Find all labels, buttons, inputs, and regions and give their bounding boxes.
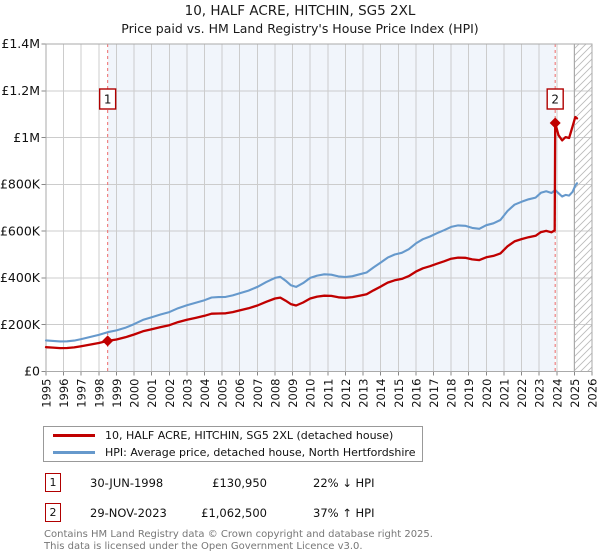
x-axis-year-label: 1995 — [40, 379, 54, 408]
hpi-line-swatch — [53, 451, 95, 454]
future-hatch-region — [574, 44, 592, 372]
x-axis-year-label: 2003 — [180, 379, 194, 408]
y-axis-label: £200K — [0, 317, 41, 332]
x-axis-year-label: 2002 — [163, 379, 177, 408]
sale-number-flag — [98, 88, 117, 110]
x-axis-year-label: 2007 — [251, 379, 265, 408]
x-axis-year-label: 2012 — [339, 379, 353, 408]
x-axis-year-label: 2005 — [216, 379, 230, 408]
page-title: 10, HALF ACRE, HITCHIN, SG5 2XL — [184, 3, 416, 19]
sale-2-date: 29-NOV-2023 — [90, 506, 167, 520]
x-axis-year-label: 2023 — [533, 379, 547, 408]
x-axis-year-label: 2018 — [445, 379, 459, 408]
y-axis-label: £1.4M — [1, 36, 40, 51]
y-axis-label: £0 — [24, 364, 40, 379]
x-axis-year-label: 2011 — [321, 379, 335, 408]
x-axis-year-label: 2026 — [586, 379, 600, 408]
page-subtitle: Price paid vs. HM Land Registry's House … — [121, 21, 479, 36]
sale-1-price: £130,950 — [212, 476, 267, 490]
y-axis-label: £400K — [0, 270, 41, 285]
property-price-line — [44, 115, 579, 350]
x-axis-year-label: 2008 — [268, 379, 282, 408]
x-axis-year-label: 2013 — [357, 379, 371, 408]
x-axis-year-label: 2016 — [409, 379, 423, 408]
y-axis-label: £1M — [13, 130, 40, 145]
y-axis-label: £600K — [0, 223, 41, 238]
ownership-period-shading — [107, 44, 556, 372]
sale-number-flag-label: 1 — [104, 93, 112, 107]
sale-point-diamond — [549, 117, 561, 129]
hpi-line — [44, 182, 579, 343]
sale-2-number-box: 2 — [45, 503, 61, 522]
sale-2-price: £1,062,500 — [201, 506, 267, 520]
x-axis-year-label: 1997 — [75, 379, 89, 408]
sale-number-flag-label: 2 — [551, 93, 559, 107]
x-axis-year-label: 1996 — [57, 379, 71, 408]
x-axis-year-label: 2014 — [374, 379, 388, 408]
property-line-swatch — [53, 434, 95, 437]
x-axis-year-label: 2010 — [304, 379, 318, 408]
x-axis-year-label: 2022 — [515, 379, 529, 408]
x-axis-year-label: 1998 — [92, 379, 106, 408]
x-axis-year-label: 2024 — [550, 379, 564, 408]
x-axis-year-label: 2000 — [128, 379, 142, 408]
footer-line-2: This data is licensed under the Open Gov… — [44, 540, 363, 552]
sale-1-date: 30-JUN-1998 — [90, 476, 164, 490]
footer-line-1: Contains HM Land Registry data © Crown c… — [44, 529, 433, 540]
x-axis-year-label: 2017 — [427, 379, 441, 408]
x-axis-year-label: 2006 — [233, 379, 247, 408]
x-axis-year-label: 2021 — [497, 379, 511, 408]
y-axis-label: £1.2M — [1, 83, 40, 98]
license-footer: Contains HM Land Registry data © Crown c… — [44, 529, 433, 552]
legend-label-property: 10, HALF ACRE, HITCHIN, SG5 2XL (detache… — [105, 429, 394, 442]
sale-1-hpi-relation: 22% ↓ HPI — [313, 476, 375, 490]
sale-1-number-box: 1 — [45, 473, 61, 492]
x-axis-year-label: 2015 — [392, 379, 406, 408]
x-axis-year-label: 2025 — [568, 379, 582, 408]
sale-annotation-row-1: 1 30-JUN-1998 £130,950 22% ↓ HPI — [0, 473, 600, 495]
x-axis-year-label: 1999 — [110, 379, 124, 408]
plot-border — [45, 43, 593, 372]
chart-legend: 10, HALF ACRE, HITCHIN, SG5 2XL (detache… — [43, 426, 423, 462]
sale-point-diamond — [102, 335, 114, 347]
legend-item-hpi: HPI: Average price, detached house, Nort… — [44, 446, 422, 460]
x-axis-year-label: 2020 — [480, 379, 494, 408]
sale-number-flag — [546, 88, 564, 110]
legend-label-hpi: HPI: Average price, detached house, Nort… — [105, 446, 416, 459]
sale-annotation-row-2: 2 29-NOV-2023 £1,062,500 37% ↑ HPI — [0, 503, 600, 525]
y-axis-label: £800K — [0, 177, 41, 192]
sale-2-hpi-relation: 37% ↑ HPI — [313, 506, 375, 520]
legend-item-property: 10, HALF ACRE, HITCHIN, SG5 2XL (detache… — [44, 429, 422, 443]
x-axis-year-label: 2019 — [462, 379, 476, 408]
x-axis-year-label: 2004 — [198, 379, 212, 408]
x-axis-year-label: 2001 — [145, 379, 159, 408]
x-axis-year-label: 2009 — [286, 379, 300, 408]
